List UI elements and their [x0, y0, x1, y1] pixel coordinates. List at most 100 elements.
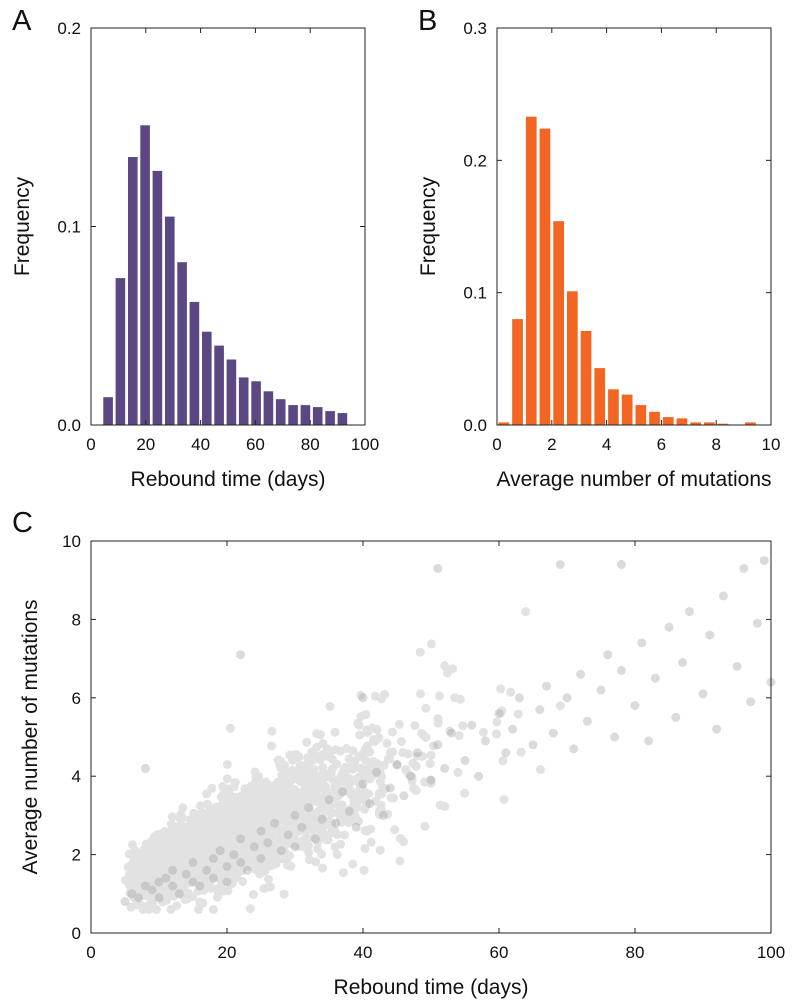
scatter-point [227, 822, 237, 832]
scatter-point [375, 806, 385, 816]
bar [103, 397, 113, 425]
scatter-point [128, 864, 137, 874]
scatter-point [261, 824, 270, 834]
scatter-point [236, 846, 246, 856]
scatter-point [134, 878, 144, 888]
scatter-point [226, 826, 236, 836]
scatter-point [194, 860, 204, 869]
scatter-point [227, 848, 237, 858]
scatter-point [194, 848, 204, 858]
scatter-point [325, 768, 335, 778]
scatter-point [207, 808, 216, 818]
panel-letter-c: C [12, 507, 33, 539]
scatter-point [216, 861, 226, 871]
scatter-point [169, 872, 179, 882]
scatter-point [227, 850, 237, 860]
scatter-point [159, 849, 169, 859]
scatter-point [202, 839, 211, 849]
scatter-point [284, 805, 294, 815]
scatter-point [467, 720, 477, 730]
scatter-point [759, 556, 769, 566]
bar [635, 405, 647, 425]
bar [580, 331, 592, 425]
scatter-point [166, 868, 176, 878]
scatter-point [250, 779, 260, 789]
scatter-point [207, 819, 217, 829]
scatter-point [157, 861, 166, 871]
scatter-point [175, 834, 185, 844]
scatter-point [185, 839, 195, 849]
scatter-point [235, 821, 245, 831]
scatter-point [294, 797, 303, 807]
scatter-point [212, 861, 222, 871]
scatter-point [181, 836, 191, 846]
scatter-point [188, 864, 198, 874]
scatter-point [150, 860, 160, 870]
scatter-point [165, 880, 175, 890]
scatter-point [200, 847, 210, 857]
scatter-point [229, 834, 239, 843]
scatter-point [179, 874, 189, 883]
scatter-point [287, 825, 297, 835]
scatter-point [158, 897, 168, 907]
scatter-point [177, 872, 187, 882]
scatter-point [217, 825, 227, 835]
scatter-point [305, 809, 315, 819]
scatter-point [168, 847, 178, 857]
scatter-point [289, 826, 299, 835]
scatter-point [244, 827, 253, 837]
scatter-point [128, 874, 138, 884]
scatter-point [234, 830, 244, 840]
scatter-point [251, 860, 261, 870]
scatter-point [154, 879, 164, 889]
scatter-point [177, 864, 187, 874]
scatter-point [176, 846, 186, 856]
scatter-point [244, 831, 254, 841]
scatter-point [132, 879, 141, 889]
scatter-point [218, 855, 228, 865]
scatter-point [298, 804, 308, 814]
scatter-point [252, 848, 262, 857]
scatter-point [454, 731, 464, 740]
scatter-point [257, 810, 267, 820]
scatter-point [376, 694, 386, 704]
scatter-point [229, 860, 239, 870]
scatter-point [203, 856, 213, 866]
scatter-point [151, 892, 161, 902]
scatter-point [193, 839, 203, 849]
scatter-point [156, 854, 166, 864]
scatter-point [217, 815, 227, 825]
scatter-point [216, 831, 226, 841]
scatter-point [291, 839, 301, 849]
scatter-point [309, 794, 319, 804]
scatter-point [217, 842, 227, 852]
scatter-point [278, 806, 288, 816]
scatter-point [360, 744, 370, 754]
scatter-point [220, 848, 230, 858]
x-tick-label: 80 [626, 943, 645, 962]
scatter-point [374, 809, 384, 819]
scatter-point [426, 750, 436, 760]
scatter-point [178, 803, 188, 813]
scatter-point [230, 842, 240, 852]
scatter-point [288, 801, 298, 811]
scatter-point [150, 874, 160, 884]
bar [676, 418, 688, 425]
scatter-point [234, 844, 244, 853]
scatter-point [192, 856, 202, 866]
scatter-point [178, 844, 188, 854]
scatter-point [212, 863, 222, 873]
scatter-point [153, 843, 163, 853]
scatter-point [162, 857, 172, 867]
scatter-point [211, 838, 221, 848]
scatter-point [155, 862, 165, 872]
scatter-point [291, 767, 301, 777]
scatter-point [155, 858, 165, 868]
scatter-point [164, 877, 174, 887]
scatter-point [233, 838, 243, 848]
scatter-point [197, 821, 207, 831]
scatter-point [236, 840, 246, 849]
scatter-point [222, 861, 232, 871]
scatter-point [327, 792, 337, 802]
